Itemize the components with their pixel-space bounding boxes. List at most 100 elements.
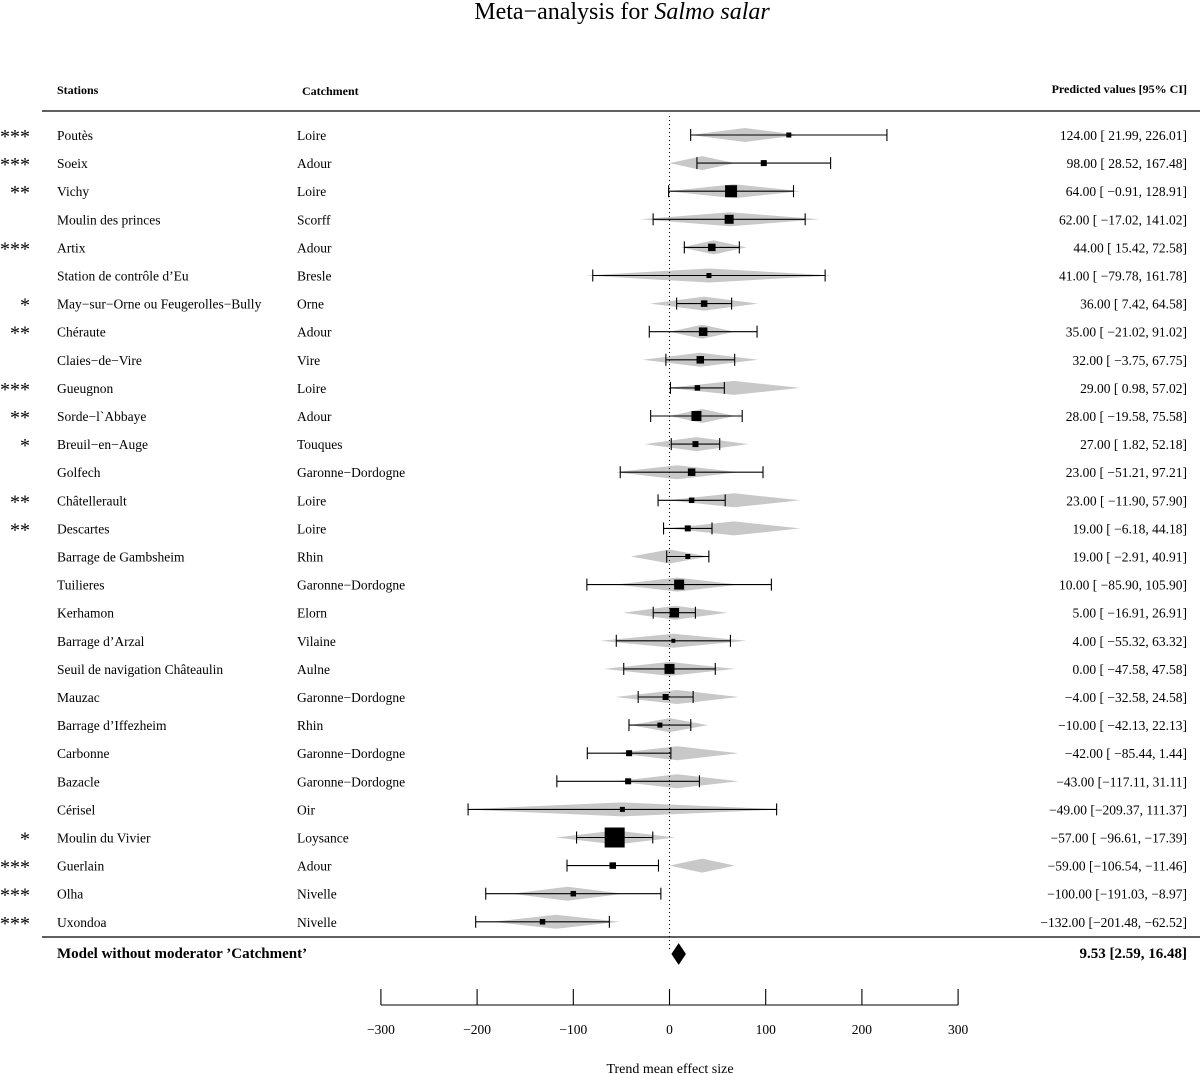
predicted-value-label: −4.00 [ −32.58, 24.58] — [1065, 690, 1187, 705]
predicted-value-label: 44.00 [ 15.42, 72.58] — [1073, 240, 1187, 255]
station-label: Barrage d’Arzal — [57, 634, 145, 649]
summary-label: Model without moderator ’Catchment’ — [57, 946, 307, 962]
catchment-label: Loysance — [297, 831, 349, 846]
significance-stars: *** — [0, 379, 30, 401]
catchment-label: Adour — [297, 409, 332, 424]
station-label: Mauzac — [57, 690, 100, 705]
point-estimate — [691, 411, 702, 421]
station-label: Moulin du Vivier — [57, 831, 151, 846]
confidence-intervals — [467, 129, 888, 928]
predicted-value-label: 29.00 [ 0.98, 57.02] — [1080, 381, 1187, 396]
point-estimate — [700, 300, 708, 307]
station-label: Kerhamon — [57, 606, 114, 621]
catchment-polygon — [667, 493, 801, 508]
station-label: Poutès — [57, 128, 93, 143]
point-estimate — [725, 185, 738, 198]
station-label: Breuil−en−Auge — [57, 437, 148, 452]
predicted-value-label: 35.00 [ −21.02, 91.02] — [1066, 325, 1187, 340]
predicted-value-label: 28.00 [ −19.58, 75.58] — [1066, 409, 1187, 424]
header-catchment: Catchment — [302, 84, 359, 98]
predicted-value-label: 41.00 [ −79.78, 161.78] — [1059, 269, 1187, 284]
point-estimate — [625, 778, 632, 785]
point-estimate — [692, 441, 699, 448]
significance-stars: ** — [10, 491, 30, 513]
station-label: Uxondoa — [57, 915, 107, 930]
predicted-value-label: 19.00 [ −2.91, 40.91] — [1073, 550, 1187, 565]
predicted-value-label: −57.00 [ −96.61, −17.39] — [1051, 831, 1187, 846]
predicted-value-label: −100.00 [−191.03, −8.97] — [1047, 887, 1187, 902]
point-estimate — [684, 525, 691, 532]
point-estimate — [619, 806, 625, 812]
catchment-polygon — [667, 380, 801, 395]
row-labels: *** Poutès Loire 124.00 [ 21.99, 226.01]***… — [0, 126, 1187, 935]
catchment-label: Adour — [297, 859, 332, 874]
station-label: Gueugnon — [57, 381, 113, 396]
predicted-value-label: 23.00 [ −11.90, 57.90] — [1066, 493, 1187, 508]
predicted-value-label: −42.00 [ −85.44, 1.44] — [1065, 746, 1187, 761]
point-estimate — [708, 243, 716, 252]
x-tick-label: 200 — [852, 1022, 873, 1037]
station-label: Soeix — [57, 156, 88, 171]
catchment-label: Bresle — [297, 269, 332, 284]
catchment-label: Touques — [297, 437, 343, 452]
station-label: Golfech — [57, 465, 101, 480]
predicted-value-label: 10.00 [ −85.90, 105.90] — [1059, 578, 1187, 593]
point-estimate — [786, 132, 792, 138]
point-estimate — [698, 327, 708, 336]
catchment-label: Rhin — [297, 550, 324, 565]
significance-stars: * — [20, 829, 30, 851]
point-estimate — [674, 579, 685, 590]
predicted-value-label: −132.00 [−201.48, −62.52] — [1040, 915, 1187, 930]
x-axis: −300 −200 −100 0 100 200 300 — [367, 989, 968, 1037]
point-estimate — [760, 160, 767, 167]
point-estimate — [662, 694, 669, 700]
predicted-value-label: 27.00 [ 1.82, 52.18] — [1080, 437, 1187, 452]
station-label: Barrage de Gambsheim — [57, 550, 185, 565]
x-tick-label: 0 — [666, 1022, 673, 1037]
station-label: Cérisel — [57, 802, 95, 817]
station-label: Station de contrôle d’Eu — [57, 269, 189, 284]
catchment-label: Garonne−Dordogne — [297, 746, 405, 761]
catchment-label: Loire — [297, 493, 326, 508]
significance-stars: *** — [0, 126, 30, 148]
catchment-label: Oir — [297, 802, 316, 817]
station-label: Barrage d’Iffezheim — [57, 718, 167, 733]
predicted-value-label: 5.00 [ −16.91, 26.91] — [1073, 606, 1187, 621]
catchment-label: Garonne−Dordogne — [297, 578, 405, 593]
station-label: Tuilieres — [57, 578, 105, 593]
point-estimate — [626, 750, 633, 757]
point-estimate — [706, 273, 712, 278]
x-axis-label: Trend mean effect size — [606, 1062, 733, 1074]
catchment-label: Garonne−Dordogne — [297, 774, 405, 789]
point-estimate — [664, 663, 675, 674]
station-label: Guerlain — [57, 859, 104, 874]
point-estimate — [696, 356, 705, 364]
predicted-value-label: 98.00 [ 28.52, 167.48] — [1067, 156, 1187, 171]
chart-title: Meta−analysis for Salmo salar — [474, 0, 770, 25]
significance-stars: *** — [0, 238, 30, 260]
significance-stars: * — [20, 435, 30, 457]
significance-stars: ** — [10, 519, 30, 541]
catchment-polygon — [667, 521, 801, 536]
predicted-value-label: 4.00 [ −55.32, 63.32] — [1073, 634, 1187, 649]
point-estimate — [685, 554, 691, 559]
header-predicted-values: Predicted values [95% CI] — [1052, 82, 1187, 96]
chart-title-main: Meta−analysis for — [474, 0, 654, 25]
station-label: Bazacle — [57, 774, 100, 789]
station-label: Descartes — [57, 521, 109, 536]
summary-value: 9.53 [2.59, 16.48] — [1080, 946, 1188, 962]
catchment-label: Loire — [297, 184, 326, 199]
point-estimate — [671, 638, 676, 643]
catchment-polygons — [461, 128, 834, 929]
catchment-label: Rhin — [297, 718, 324, 733]
catchment-label: Nivelle — [297, 887, 337, 902]
station-label: Artix — [57, 240, 86, 255]
station-label: May−sur−Orne ou Feugerolles−Bully — [57, 297, 262, 312]
catchment-label: Loire — [297, 128, 326, 143]
point-estimate — [687, 468, 696, 476]
catchment-label: Loire — [297, 381, 326, 396]
significance-stars: *** — [0, 154, 30, 176]
point-estimate — [694, 385, 701, 391]
significance-stars: * — [20, 295, 30, 317]
catchment-label: Nivelle — [297, 915, 337, 930]
